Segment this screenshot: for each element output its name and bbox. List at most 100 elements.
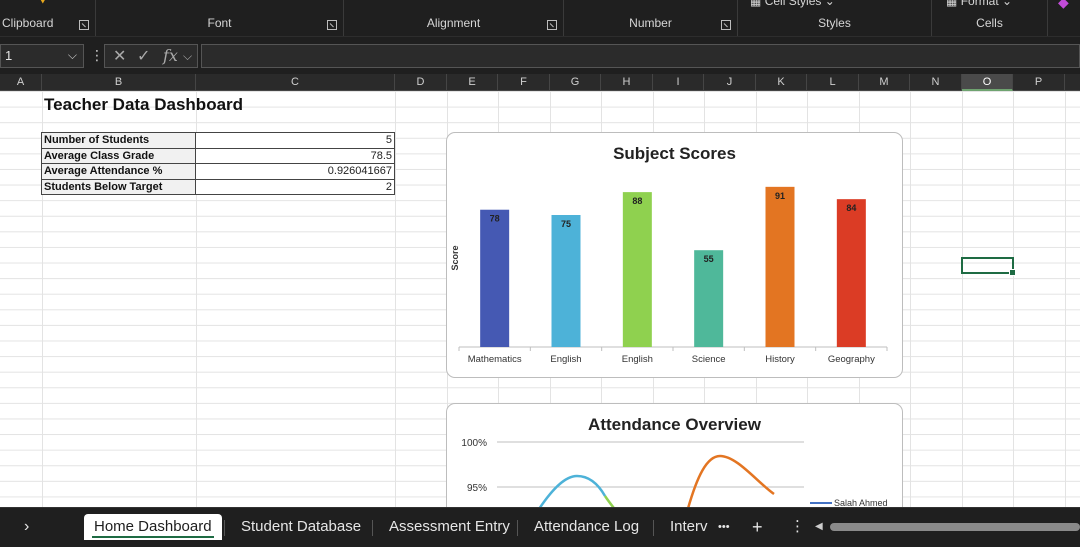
kpi-label[interactable]: Average Class Grade [41, 147, 196, 165]
y-tick-label: 95% [467, 483, 487, 494]
kpi-value[interactable]: 0.926041667 [195, 163, 395, 180]
insert-function-icon[interactable]: fx [163, 46, 178, 65]
column-header[interactable]: N [910, 74, 962, 91]
data-label: 91 [775, 191, 785, 201]
name-box[interactable]: 1 ⌵ [0, 44, 84, 68]
tab-interv[interactable]: Interv [670, 518, 708, 535]
column-header[interactable]: C [196, 74, 395, 91]
kpi-value[interactable]: 78.5 [195, 147, 395, 165]
column-header[interactable]: G [550, 74, 601, 91]
bar-chart-svg: Score 78 Mathematics 75 English 88 English 55 Sc… [450, 186, 888, 365]
series-line [535, 474, 607, 513]
number-group-label: Number [629, 16, 672, 30]
clipboard-launcher-icon[interactable] [79, 20, 89, 30]
alignment-group-label: Alignment [426, 16, 481, 30]
column-header[interactable]: K [756, 74, 807, 91]
column-header[interactable]: A [0, 74, 42, 91]
more-vertical-icon[interactable]: ⋮ [90, 47, 104, 63]
chart-title: Attendance Overview [588, 415, 761, 434]
column-headers: A B C D E F G H I J K L M N O P [0, 74, 1080, 91]
styles-group-label: Styles [818, 16, 851, 30]
formula-actions: ✕ ✓ fx ⌵ [104, 44, 198, 68]
column-header[interactable]: L [807, 74, 859, 91]
bar[interactable] [622, 192, 652, 347]
clipboard-group-label: Clipboard [2, 16, 54, 30]
tab-label: Home Dashboard [94, 518, 212, 535]
kpi-table: Number of Students 5 Average Class Grade… [41, 132, 395, 196]
ribbon: ⯆ Clipboard Font Alignment Number ▦ Cell… [0, 0, 1080, 36]
cell-styles-icon: ▦ [750, 0, 762, 8]
kpi-label[interactable]: Average Attendance % [41, 163, 196, 180]
column-header[interactable]: D [395, 74, 447, 91]
tab-student-database[interactable]: Student Database [241, 518, 362, 535]
data-label: 84 [846, 203, 856, 213]
kpi-label[interactable]: Students Below Target [41, 178, 196, 196]
bar[interactable] [765, 186, 795, 347]
eraser-icon[interactable]: ◆ [1058, 0, 1069, 10]
number-launcher-icon[interactable] [721, 20, 731, 30]
format-button[interactable]: ▦ Format ⌄ [946, 0, 1012, 8]
font-group-label: Font [207, 16, 232, 30]
column-header[interactable]: I [653, 74, 704, 91]
add-sheet-button[interactable]: + [752, 517, 763, 537]
kpi-value[interactable]: 2 [195, 178, 395, 196]
table-row: Number of Students 5 [41, 132, 395, 149]
cells-group: ▦ Format ⌄ Cells [932, 0, 1048, 36]
line-chart-svg: 100% 95% Salah Ahmed [461, 438, 888, 522]
format-label: Format [960, 0, 999, 8]
column-header[interactable]: M [859, 74, 910, 91]
bar[interactable] [694, 250, 724, 347]
confirm-icon[interactable]: ✓ [137, 48, 151, 65]
formula-bar: 1 ⌵ ⋮ ✕ ✓ fx ⌵ [0, 36, 1080, 74]
clipboard-group: ⯆ Clipboard [0, 0, 96, 36]
column-header[interactable]: B [42, 74, 196, 91]
column-header[interactable]: F [498, 74, 550, 91]
table-row: Average Attendance % 0.926041667 [41, 163, 395, 180]
cancel-icon[interactable]: ✕ [113, 48, 127, 65]
horizontal-scrollbar[interactable] [830, 523, 1080, 531]
cell-styles-button[interactable]: ▦ Cell Styles ⌄ [750, 0, 835, 8]
column-header[interactable]: E [447, 74, 498, 91]
subject-scores-chart[interactable]: Subject Scores Score 78 Mathematics 75 Engli… [446, 132, 903, 378]
x-tick-label: Mathematics [468, 354, 522, 365]
number-group: Number [564, 0, 738, 36]
alignment-group: Alignment [344, 0, 564, 36]
chevron-down-icon[interactable]: ⌵ [183, 49, 193, 63]
scroll-left-icon[interactable]: ◀ [815, 521, 823, 532]
cell-styles-label: Cell Styles [764, 0, 822, 8]
attendance-overview-chart[interactable]: Attendance Overview 100% 95% Salah Ahmed [446, 403, 903, 523]
x-tick-label: English [550, 354, 581, 365]
bar[interactable] [551, 215, 581, 347]
tab-scroll-button[interactable]: › [24, 518, 30, 535]
chevron-down-icon[interactable]: ⌵ [67, 48, 77, 62]
more-tabs-icon[interactable]: ••• [718, 521, 730, 533]
data-label: 88 [632, 196, 642, 206]
data-label: 78 [490, 214, 500, 224]
column-header[interactable]: P [1013, 74, 1065, 91]
x-tick-label: Science [692, 354, 726, 365]
column-header[interactable]: H [601, 74, 653, 91]
column-header[interactable]: J [704, 74, 756, 91]
worksheet-grid[interactable]: Teacher Data Dashboard Number of Student… [0, 91, 1080, 523]
data-label: 75 [561, 219, 571, 229]
active-cell[interactable] [961, 257, 1016, 276]
x-tick-label: English [622, 354, 653, 365]
paste-icon[interactable]: ⯆ [38, 0, 48, 8]
alignment-launcher-icon[interactable] [547, 20, 557, 30]
formula-input[interactable] [201, 44, 1080, 68]
data-label: 55 [704, 254, 714, 264]
kpi-label[interactable]: Number of Students [41, 132, 196, 149]
sheet-options-icon[interactable]: ⋮ [790, 518, 805, 535]
bar[interactable] [480, 209, 510, 347]
column-header-selected[interactable]: O [962, 74, 1013, 91]
y-tick-label: 100% [461, 438, 487, 449]
sheet-tabs-bar: › Home Dashboard Student Database Assess… [0, 507, 1080, 547]
font-launcher-icon[interactable] [327, 20, 337, 30]
chart-title: Subject Scores [613, 144, 736, 163]
kpi-value[interactable]: 5 [195, 132, 395, 149]
tab-attendance-log[interactable]: Attendance Log [534, 518, 640, 535]
tab-assessment-entry[interactable]: Assessment Entry [389, 518, 510, 535]
bar[interactable] [836, 199, 866, 347]
tab-home-dashboard[interactable]: Home Dashboard [84, 514, 222, 540]
styles-group: ▦ Cell Styles ⌄ Styles [738, 0, 932, 36]
